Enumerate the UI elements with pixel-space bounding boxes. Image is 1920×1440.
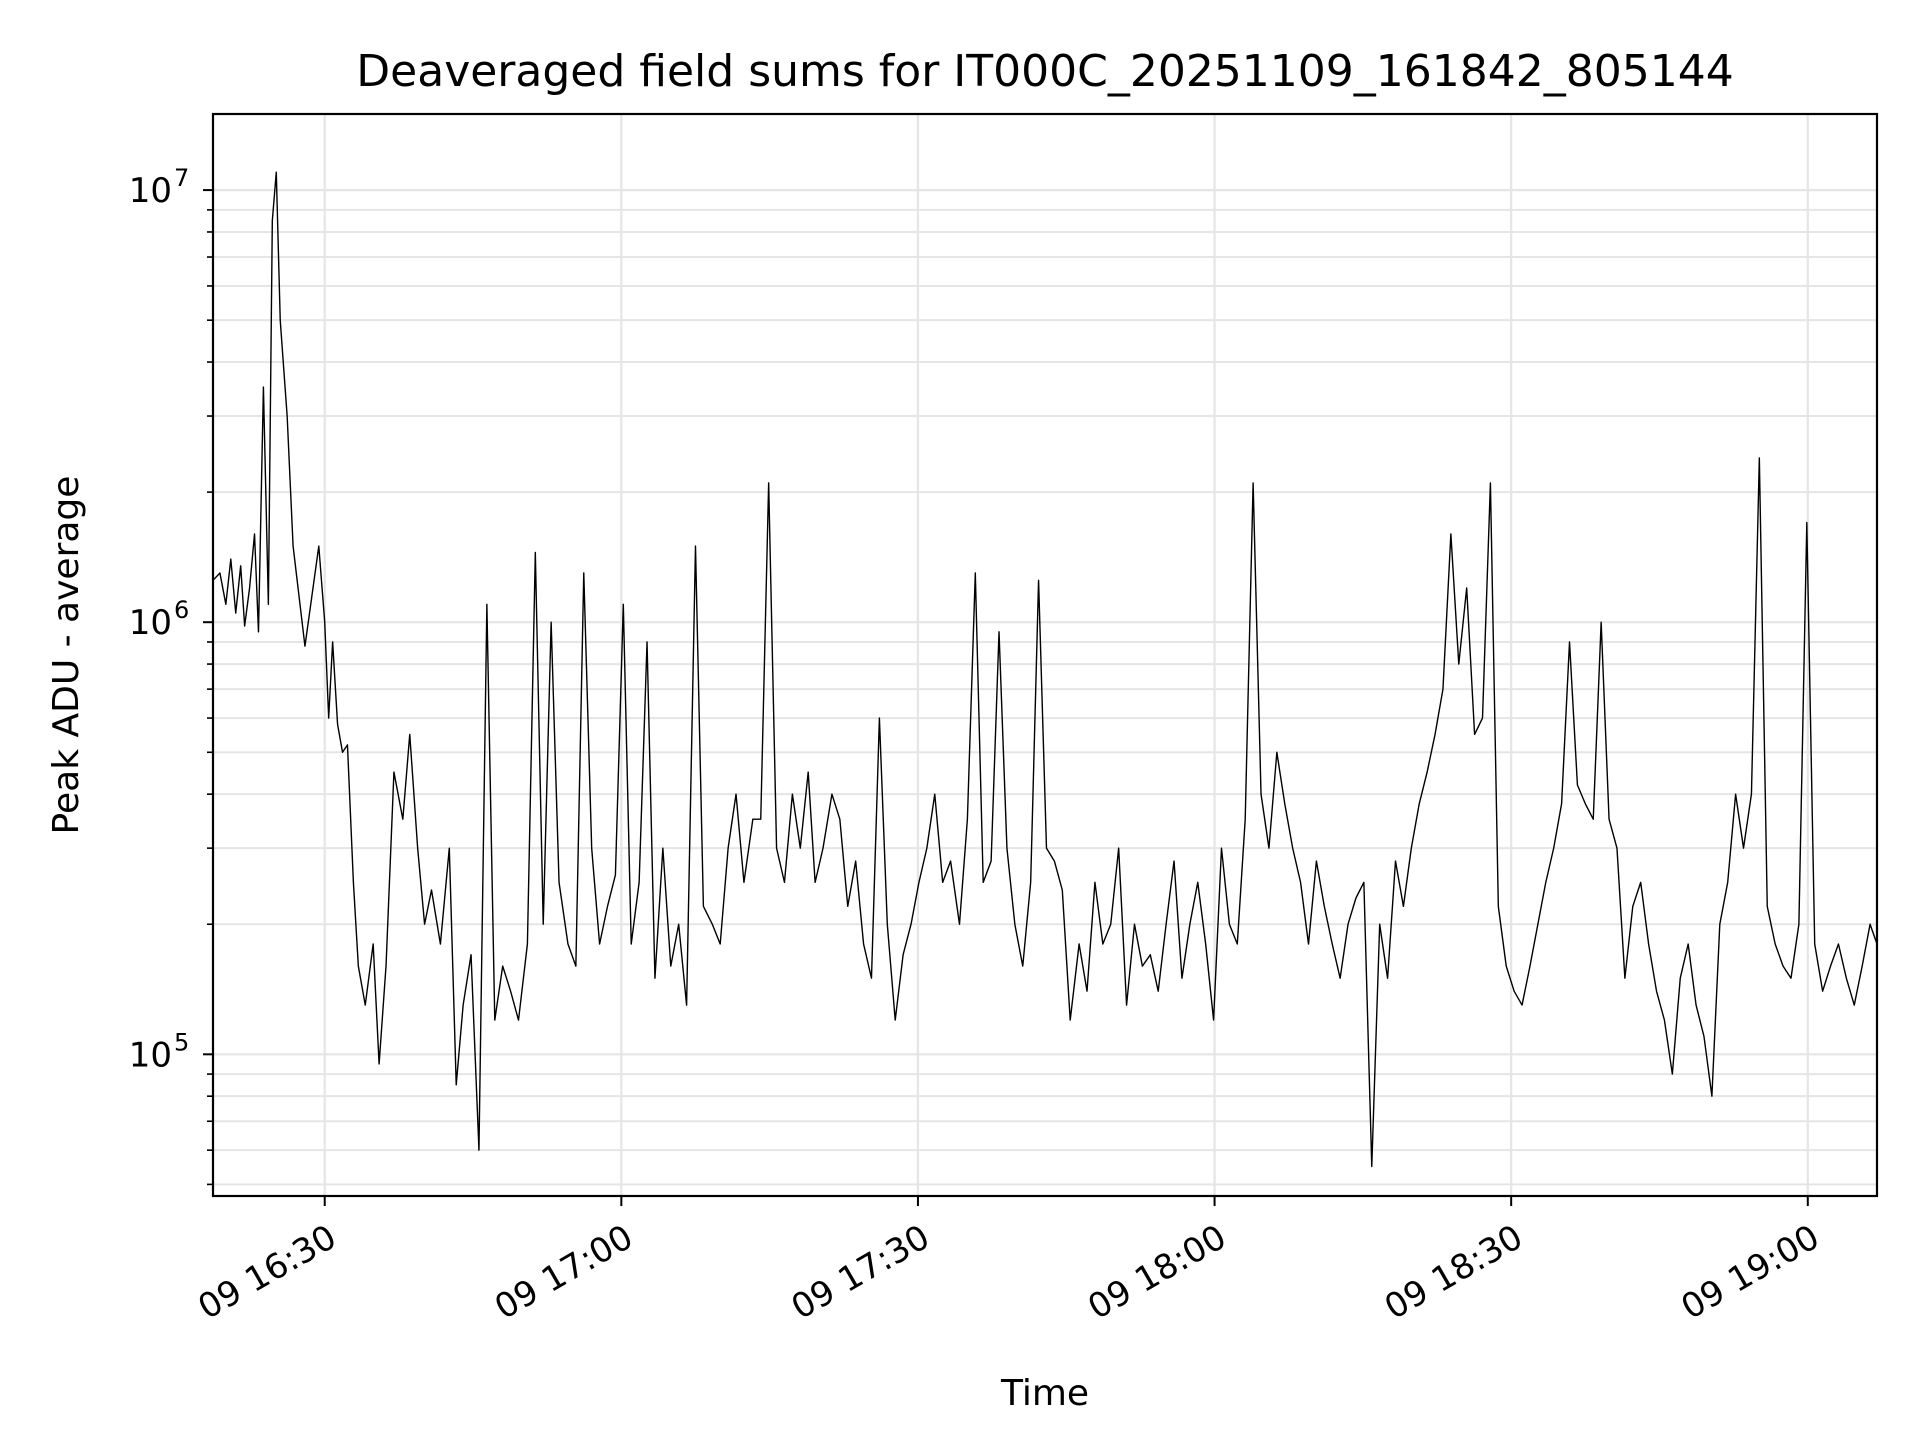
grid-layer	[213, 114, 1877, 1196]
series-layer	[212, 171, 1878, 1168]
plot-frame	[211, 112, 1879, 1198]
y-tick-exponent: 7	[174, 164, 189, 192]
y-tick-label: 10	[129, 171, 172, 211]
series-line	[212, 171, 1878, 1168]
y-tick-exponent: 5	[174, 1028, 189, 1056]
y-axis-label: Peak ADU - average	[46, 476, 87, 835]
chart-title: Deaveraged field sums for IT000C_2025110…	[356, 46, 1733, 97]
y-tick-exponent: 6	[174, 596, 189, 624]
x-axis-label: Time	[1000, 1373, 1089, 1414]
y-tick-label: 10	[129, 603, 172, 643]
y-tick-label: 10	[129, 1035, 172, 1075]
